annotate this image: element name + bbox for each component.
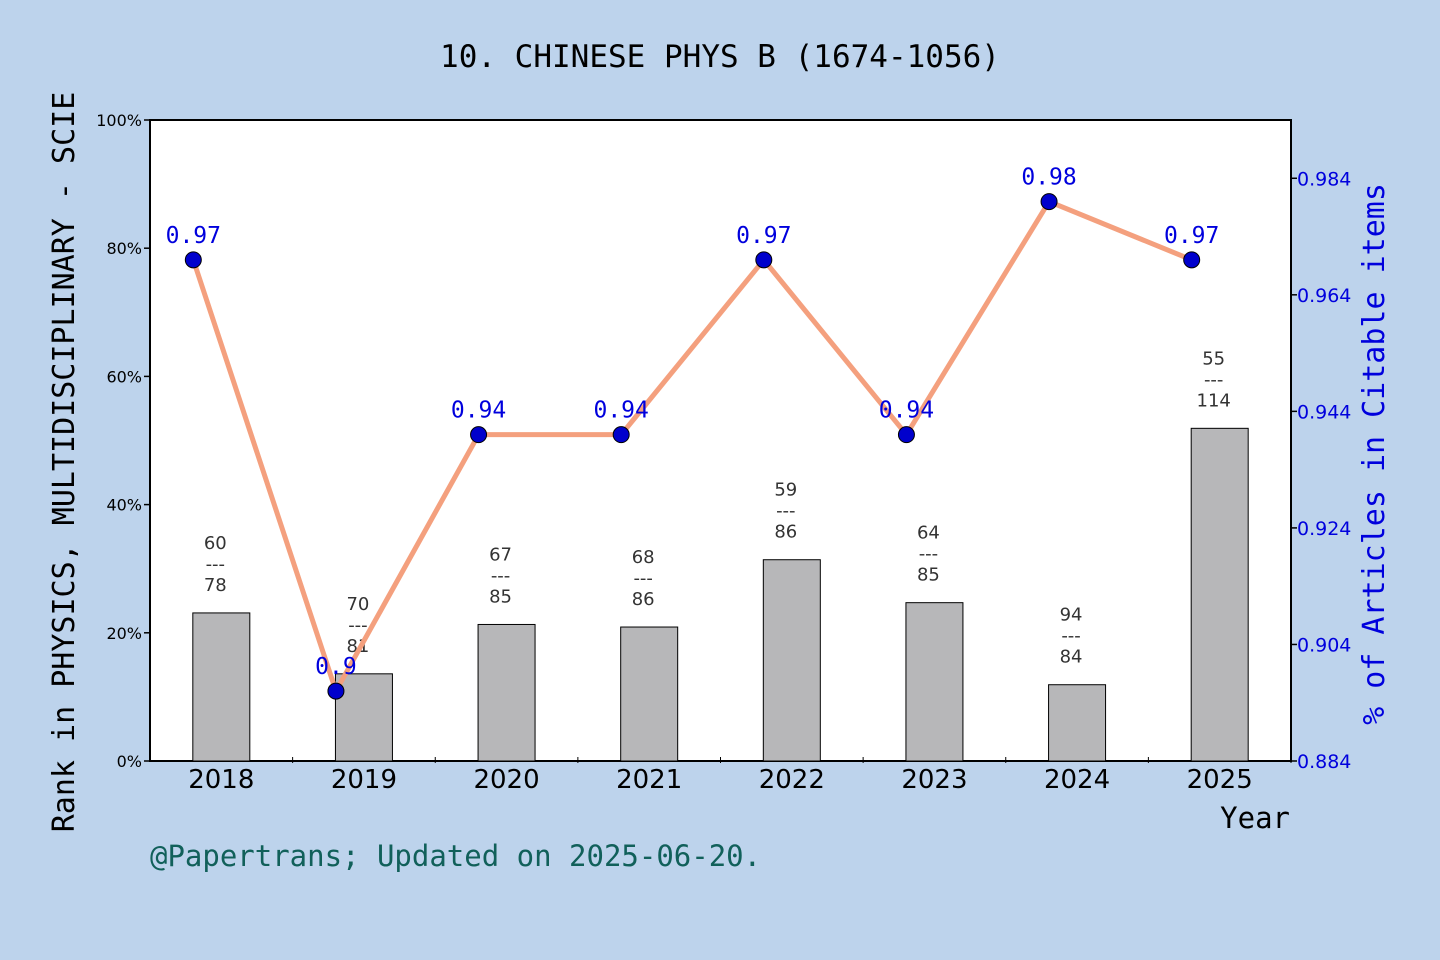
bar-label-bottom-2020: 85 — [489, 586, 512, 607]
right-tick-label: 0.904 — [1297, 634, 1351, 656]
left-tick-label: 100% — [96, 111, 142, 130]
credit-text: @Papertrans; Updated on 2025-06-20. — [150, 839, 761, 873]
line-point-2025 — [1183, 251, 1201, 269]
x-tick-label-2025: 2025 — [1187, 765, 1253, 795]
right-tick-label: 0.884 — [1297, 751, 1351, 773]
bar-label-bottom-2025: 114 — [1197, 390, 1231, 411]
x-axis-label: Year — [1220, 801, 1290, 835]
point-label-2020: 0.94 — [451, 398, 506, 424]
x-tick-label-2019: 2019 — [331, 765, 397, 795]
point-label-2024: 0.98 — [1021, 165, 1076, 191]
bar-2023 — [905, 602, 964, 762]
right-tick-label: 0.924 — [1297, 518, 1351, 540]
line-layer: 0.97 0.9 0.94 0.94 0.97 0.94 0.98 0.97 — [166, 165, 1219, 700]
x-tick-label-2022: 2022 — [759, 765, 825, 795]
ticks-layer: 0% 20% 40% 60% 80% 100% 0.884 0.904 0.924 0.944 0.… — [96, 111, 1351, 795]
bar-label-separator-2024: --- — [1061, 626, 1081, 647]
plot-area — [149, 119, 1292, 762]
bar-label-top-2021: 68 — [632, 547, 655, 568]
bar-label-top-2023: 64 — [917, 523, 940, 544]
left-tick-label: 60% — [106, 367, 142, 386]
bar-2025 — [1190, 427, 1249, 762]
point-label-2021: 0.94 — [593, 398, 648, 424]
x-tick-label-2023: 2023 — [901, 765, 967, 795]
left-tick-label: 40% — [106, 496, 142, 515]
bar-label-top-2019: 70 — [346, 594, 369, 615]
citable-line — [190, 199, 1193, 694]
line-point-2024 — [1040, 193, 1058, 211]
bars-layer — [192, 427, 1249, 762]
bar-2020 — [477, 623, 536, 762]
x-tick-label-2024: 2024 — [1044, 765, 1110, 795]
bar-label-separator-2023: --- — [919, 544, 939, 565]
bar-label-separator-2020: --- — [491, 565, 511, 586]
bar-label-top-2024: 94 — [1060, 605, 1083, 626]
right-tick-label: 0.944 — [1297, 401, 1351, 423]
bar-label-separator-2025: --- — [1204, 369, 1224, 390]
point-label-2018: 0.97 — [166, 223, 221, 249]
x-tick-label-2018: 2018 — [188, 765, 254, 795]
bar-label-top-2018: 60 — [204, 533, 227, 554]
bar-label-bottom-2024: 84 — [1060, 647, 1083, 668]
bar-2019 — [334, 673, 393, 762]
bar-2018 — [192, 612, 251, 762]
bar-label-bottom-2022: 86 — [774, 522, 797, 543]
point-label-2025: 0.97 — [1164, 223, 1219, 249]
line-point-2019 — [327, 682, 345, 700]
right-tick-label: 0.964 — [1297, 285, 1351, 307]
left-axis-label: Rank in PHYSICS, MULTIDISCIPLINARY - SCI… — [47, 92, 82, 833]
bar-label-top-2022: 59 — [774, 480, 797, 501]
point-label-2019: 0.9 — [315, 654, 357, 680]
left-tick-label: 80% — [106, 239, 142, 258]
right-tick-label: 0.984 — [1297, 168, 1351, 190]
bar-label-separator-2022: --- — [776, 501, 796, 522]
x-tick-label-2020: 2020 — [473, 765, 539, 795]
point-label-2023: 0.94 — [879, 398, 934, 424]
point-label-2022: 0.97 — [736, 223, 791, 249]
line-point-2020 — [470, 426, 488, 444]
bar-label-top-2020: 67 — [489, 544, 512, 565]
bar-2024 — [1048, 684, 1107, 762]
x-tick-label-2021: 2021 — [616, 765, 682, 795]
line-point-2018 — [184, 251, 202, 269]
line-point-2022 — [755, 251, 773, 269]
line-point-2021 — [612, 426, 630, 444]
bar-label-bottom-2021: 86 — [632, 589, 655, 610]
bar-label-bottom-2023: 85 — [917, 565, 940, 586]
bar-label-separator-2019: --- — [348, 615, 368, 636]
bar-2021 — [620, 626, 679, 762]
bar-label-separator-2018: --- — [206, 554, 226, 575]
line-point-2023 — [897, 426, 915, 444]
chart-title: 10. CHINESE PHYS B (1674-1056) — [440, 39, 1000, 75]
left-tick-label: 20% — [106, 624, 142, 643]
right-axis-label: % of Articles in Citable items — [1357, 183, 1392, 725]
left-tick-label: 0% — [117, 752, 142, 771]
bar-label-bottom-2018: 78 — [204, 575, 227, 596]
bar-label-top-2025: 55 — [1202, 348, 1225, 369]
bar-label-separator-2021: --- — [633, 568, 653, 589]
bar-2022 — [762, 559, 821, 762]
